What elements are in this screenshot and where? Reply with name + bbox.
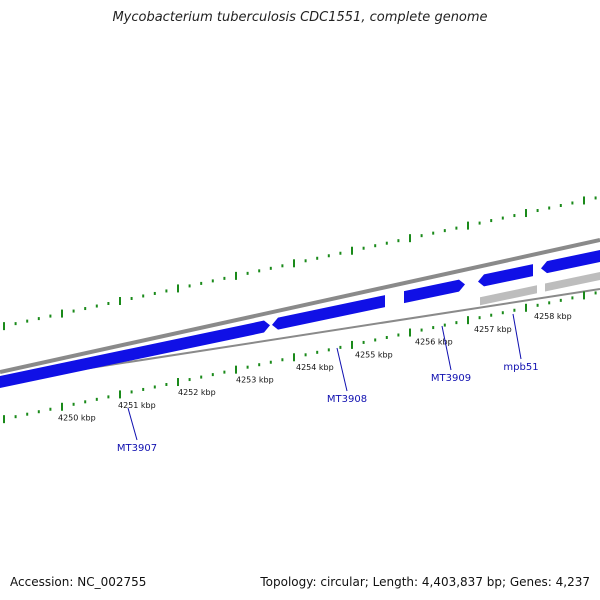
position-label: 4250 kbp [58,414,96,423]
position-label: 4257 kbp [474,325,512,334]
gene-leader-line [127,407,138,441]
gene-arrow [545,272,600,292]
genome-summary: Topology: circular; Length: 4,403,837 bp… [260,575,590,589]
gene-leader-line [441,325,452,371]
gene-label: MT3908 [327,394,367,405]
backbone-line-top [0,238,600,374]
gene-arrow [541,250,600,274]
position-label: 4253 kbp [236,376,274,385]
gene-label: mpb51 [503,362,538,373]
gene-leader-line [512,313,522,360]
position-label: 4254 kbp [296,363,334,372]
gene-arrow [404,279,465,304]
gene-arrow [480,285,537,306]
gene-arrow [478,264,533,287]
gene-label: MT3907 [117,443,157,454]
gene-label: MT3909 [431,373,471,384]
gene-arrow [272,295,385,330]
map-title: Mycobacterium tuberculosis CDC1551, comp… [112,10,488,25]
gene-leader-line [336,347,348,392]
position-label: 4251 kbp [118,401,156,410]
position-label: 4255 kbp [355,350,393,359]
position-label: 4258 kbp [534,312,572,321]
position-label: 4252 kbp [178,388,216,397]
gene-arrow [0,320,270,388]
position-label: 4256 kbp [415,337,453,346]
accession-text: Accession: NC_002755 [10,575,147,589]
